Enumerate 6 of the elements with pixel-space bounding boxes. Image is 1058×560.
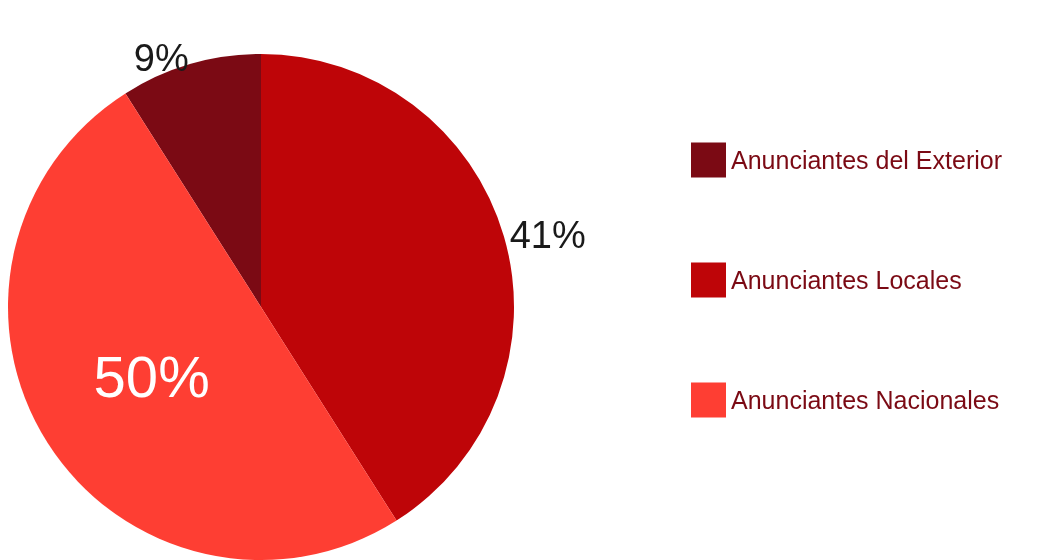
data-label: 9% xyxy=(133,37,189,80)
legend-label: Anunciantes Locales xyxy=(731,266,962,294)
legend-label: Anunciantes Nacionales xyxy=(731,386,1000,414)
data-label: 41% xyxy=(509,213,586,256)
legend-label: Anunciantes del Exterior xyxy=(731,146,1002,174)
data-label: 50% xyxy=(93,343,210,409)
